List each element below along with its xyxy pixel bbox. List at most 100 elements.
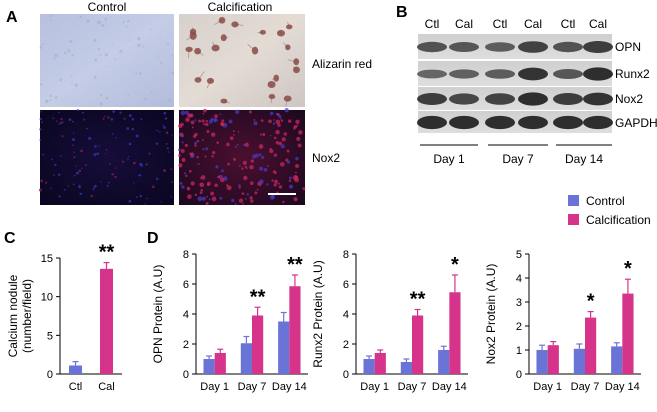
fluorescence-dot — [171, 134, 173, 136]
fluorescence-dot — [128, 142, 132, 146]
y-tick-label: 1 — [516, 345, 522, 357]
fluorescence-dot — [163, 111, 167, 115]
fluorescence-dot — [58, 111, 60, 114]
calcium-nodule — [185, 46, 193, 53]
calcium-nodule — [286, 24, 293, 30]
day-label: Day 14 — [565, 152, 603, 166]
blot-strip-opn — [417, 34, 613, 59]
fluorescence-dot — [39, 128, 42, 131]
fluorescence-dot — [50, 187, 52, 190]
fluorescence-dot — [104, 115, 106, 118]
y-tick-label: 2 — [183, 339, 189, 351]
blot-band — [553, 41, 583, 53]
fluorescence-dot — [295, 163, 300, 169]
blot-band — [417, 69, 447, 79]
blot-band — [583, 115, 613, 130]
calcium-nodule — [206, 77, 215, 84]
fluorescence-dot — [187, 194, 192, 199]
fluorescence-dot — [92, 189, 94, 191]
x-tick-label: Day 14 — [605, 381, 640, 393]
significance-marker: * — [587, 291, 595, 313]
fluorescence-dot — [220, 122, 225, 127]
x-tick-label: Day 7 — [571, 381, 600, 393]
fluorescence-dot — [135, 134, 139, 138]
fluorescence-dot — [201, 196, 206, 201]
texture-speck — [67, 49, 71, 53]
calcium-nodule — [259, 29, 266, 35]
fluorescence-dot — [249, 181, 254, 185]
fluorescence-dot — [269, 134, 272, 137]
fluorescence-dot — [281, 137, 286, 142]
fluorescence-dot — [194, 119, 197, 122]
fluorescence-dot — [236, 143, 239, 146]
fluorescence-dot — [242, 160, 247, 165]
texture-speck — [53, 57, 56, 60]
fluorescence-dot — [199, 183, 202, 185]
texture-speck — [49, 99, 52, 102]
fluorescence-dot — [73, 151, 75, 154]
fluorescence-dot — [72, 138, 75, 142]
fluorescence-dot — [198, 119, 202, 123]
fluorescence-dot — [234, 203, 237, 206]
fluorescence-dot — [263, 167, 268, 172]
significance-marker: * — [451, 254, 459, 276]
fluorescence-dot — [275, 129, 280, 135]
fluorescence-dot — [79, 192, 82, 196]
fluorescence-dot — [71, 120, 74, 123]
fluorescence-dot — [202, 112, 205, 115]
fluorescence-dot — [205, 202, 209, 206]
fluorescence-dot — [115, 136, 118, 139]
fluorescence-dot — [271, 195, 275, 199]
fluorescence-dot — [72, 144, 74, 147]
texture-speck — [39, 46, 43, 49]
fluorescence-dot — [278, 114, 282, 119]
y-tick-label: 0 — [343, 369, 349, 381]
fluorescence-dot — [185, 117, 190, 122]
lane-label-ctl: Ctl — [561, 17, 576, 31]
fluorescence-dot — [45, 181, 48, 184]
fluorescence-dot — [273, 153, 277, 157]
fluorescence-dot — [237, 131, 240, 133]
fluorescence-dot — [63, 188, 66, 191]
fluorescence-dot — [181, 141, 184, 144]
texture-speck — [144, 97, 147, 101]
fluorescence-dot — [260, 119, 264, 123]
micrograph-calcification-alizarin — [179, 14, 305, 107]
fluorescence-dot — [162, 125, 165, 127]
fluorescence-dot — [55, 120, 58, 122]
fluorescence-dot — [128, 199, 132, 203]
x-tick-label: Day 1 — [360, 381, 389, 393]
fluorescence-dot — [295, 156, 299, 161]
fluorescence-dot — [286, 160, 291, 164]
day-label: Day 7 — [502, 152, 534, 166]
fluorescence-dot — [137, 174, 140, 177]
fluorescence-dot — [184, 110, 189, 115]
fluorescence-dot — [148, 152, 151, 155]
significance-marker: ** — [410, 289, 426, 311]
band-label-opn: OPN — [615, 40, 641, 54]
bar — [374, 353, 386, 374]
fluorescence-dot — [246, 193, 249, 196]
texture-speck — [99, 93, 103, 97]
y-tick-label: 0 — [516, 369, 522, 381]
x-tick-label: Day 7 — [398, 381, 427, 393]
fluorescence-dot — [273, 136, 277, 140]
bar — [573, 348, 585, 374]
blot-band — [583, 92, 613, 106]
fluorescence-dot — [131, 118, 135, 121]
texture-speck — [137, 43, 141, 48]
x-tick-label: Day 14 — [432, 381, 467, 393]
fluorescence-dot — [288, 184, 294, 189]
x-tick-label: Day 14 — [272, 381, 307, 393]
fluorescence-dot — [82, 118, 85, 121]
calcium-nodule — [218, 17, 226, 24]
fluorescence-dot — [266, 183, 269, 186]
blot-band — [518, 67, 548, 81]
texture-speck — [93, 38, 97, 42]
fluorescence-dot — [214, 183, 218, 188]
fluorescence-dot — [180, 122, 184, 127]
fluorescence-dot — [277, 182, 280, 185]
x-tick-label: Day 7 — [238, 381, 267, 393]
fluorescence-dot — [196, 155, 199, 159]
fluorescence-dot — [214, 114, 218, 118]
